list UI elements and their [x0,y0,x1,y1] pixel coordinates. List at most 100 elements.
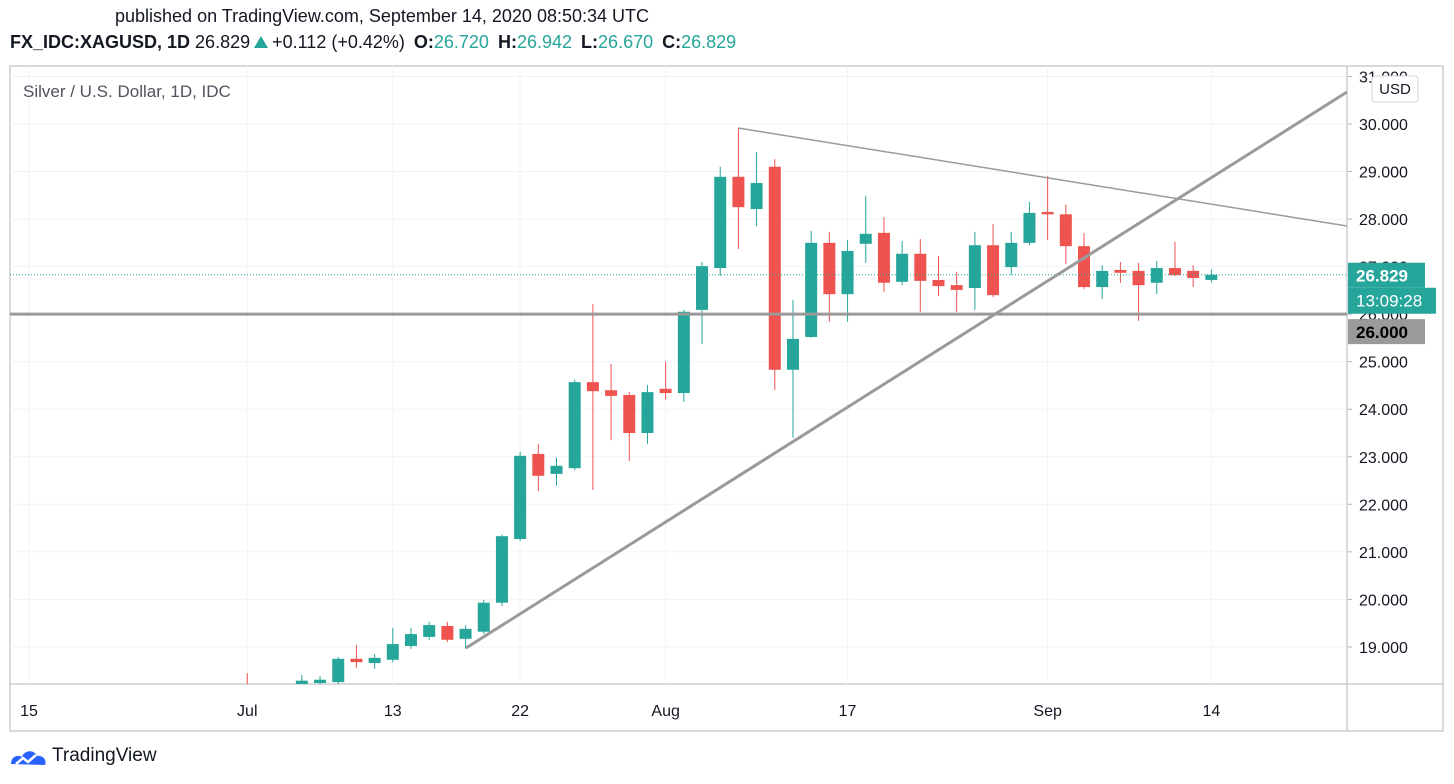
candle-body [1096,270,1109,288]
candle-body [914,253,927,281]
o-label: O: [413,32,434,52]
symbol: FX_IDC:XAGUSD, 1D [10,32,191,52]
candle-body [859,233,872,244]
candle-body [823,242,836,295]
candle-body [623,394,636,433]
x-tick-label: 15 [20,703,38,720]
drawings [465,90,1347,650]
y-tick-label: 20.000 [1359,592,1408,609]
y-tick-label: 25.000 [1359,355,1408,372]
candle-body [459,628,472,639]
x-tick-label: Jul [237,703,257,720]
candle-body [950,285,963,290]
o: 26.720 [433,32,489,52]
x-tick-label: Sep [1033,703,1062,720]
y-tick-label: 23.000 [1359,450,1408,467]
h: 26.942 [516,32,573,52]
candle-body [786,338,799,370]
candle-body [295,680,308,684]
candle-body [896,253,909,282]
currency-box [1371,75,1419,103]
chart: Silver / U.S. Dollar, 1D, IDC 19.000 20.0… [9,65,1444,732]
last: 26.829 [195,32,251,52]
published-note: published on TradingView.com, September … [115,6,650,26]
candle-body [332,658,345,683]
trend-line-down [737,127,1347,227]
candle-body [987,245,1000,296]
candle-body [714,176,727,269]
y-tick-label: 30.000 [1359,117,1408,134]
candle-body [1114,269,1127,273]
candle-body [586,382,599,392]
candle-body [805,242,818,337]
candle-body [350,658,363,663]
hline-label: 26.000 [1356,323,1408,342]
last-price-label: 26.829 [1356,267,1408,286]
candle-body [841,250,854,295]
x-tick-label: 13 [384,703,402,720]
last-price-box [1348,262,1425,288]
c-label: C: [662,32,682,52]
candle-body [1132,270,1145,286]
candle-body [877,232,890,283]
y-tick-label: 24.000 [1359,402,1408,419]
candle-body [514,455,527,540]
candle-body [532,453,545,476]
x-tick-label: Aug [651,703,679,720]
candle-body [1041,211,1054,215]
candle-body [605,390,618,396]
l: 26.670 [598,32,654,52]
candle-body [659,388,672,394]
countdown-box [1348,287,1436,314]
h-label: H: [497,32,517,52]
candle-body [386,644,399,660]
candle-body [568,382,581,469]
candle-body [1187,270,1200,279]
candle-body [1059,214,1072,247]
currency: USD [1379,81,1411,98]
candle-body [732,176,745,208]
hline-box [1348,319,1425,345]
candle-body [423,625,436,637]
candle-body [750,182,763,210]
chart-title: Silver / U.S. Dollar, 1D, IDC [23,82,231,101]
brand: TradingView [52,745,157,766]
candle-body [550,465,563,474]
candle-body [404,634,417,646]
candle-body [932,279,945,287]
x-tick-label: 22 [511,703,529,720]
change: +0.112 (+0.42%) [272,32,405,52]
candle-body [1150,268,1163,283]
candle-body [677,311,690,394]
countdown: 13:09:28 [1356,292,1422,311]
y-tick-label: 19.000 [1359,640,1408,657]
candle-body [314,679,327,684]
candle-body [968,245,981,289]
y-tick-label: 28.000 [1359,212,1408,229]
candle-body [477,602,490,632]
candle-body [768,166,781,370]
y-tick-label: 21.000 [1359,545,1408,562]
candle-body [641,392,654,433]
trend-line-up [465,90,1347,650]
symbol-bar: FX_IDC:XAGUSD, 1D 26.829 +0.112 (+0.42%) … [10,32,740,53]
x-tick-label: 17 [839,703,857,720]
candle-body [441,626,454,640]
candle-body [368,657,381,664]
y-tick-label: 22.000 [1359,497,1408,514]
candle-body [1078,246,1091,288]
y-tick-label: 29.000 [1359,165,1408,182]
x-tick-label: 14 [1202,703,1220,720]
c: 26.829 [681,32,737,52]
candle-body [1023,212,1036,243]
l-label: L: [581,32,599,52]
logo [11,751,46,765]
candle-body [696,266,709,310]
candle-body [1168,268,1181,276]
candle-body [495,536,508,603]
candle-body [1205,274,1218,280]
up-arrow [254,36,269,48]
candle-body [1005,242,1018,268]
frame [9,65,1444,732]
